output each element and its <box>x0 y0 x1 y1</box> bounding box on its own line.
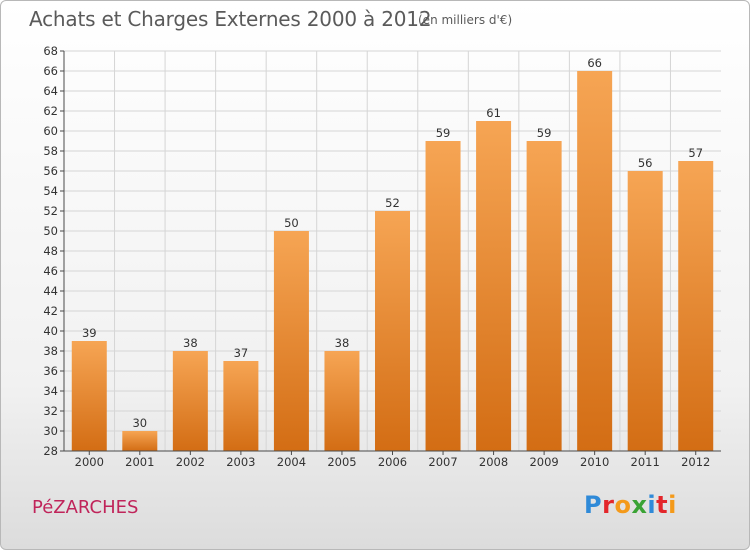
y-tick-label: 50 <box>43 224 58 238</box>
x-tick-label: 2011 <box>631 455 660 469</box>
x-tick-label: 2010 <box>580 455 609 469</box>
bar-value-label: 59 <box>436 126 451 140</box>
bar <box>678 161 714 451</box>
y-tick-label: 48 <box>43 244 58 258</box>
x-tick-label: 2006 <box>378 455 407 469</box>
labels: 28 30 32 34 36 38 40 42 44 46 48 50 52 54 56 58 60 62 64 66… <box>43 44 710 469</box>
y-tick-label: 30 <box>43 424 58 438</box>
logo-letter: i <box>647 491 657 519</box>
logo-letter: o <box>614 491 632 519</box>
logo-letter: r <box>602 491 615 519</box>
bar <box>71 341 107 451</box>
x-tick-label: 2008 <box>479 455 508 469</box>
y-tick-label: 64 <box>43 84 58 98</box>
x-tick-label: 2007 <box>428 455 457 469</box>
x-tick-label: 2003 <box>226 455 255 469</box>
y-tick-label: 38 <box>43 344 58 358</box>
y-tick-label: 52 <box>43 204 58 218</box>
bar-value-label: 59 <box>537 126 552 140</box>
bar <box>627 171 663 451</box>
chart-title: Achats et Charges Externes 2000 à 2012 <box>29 7 432 31</box>
x-tick-label: 2000 <box>75 455 104 469</box>
axes <box>60 50 721 455</box>
logo-letter: P <box>584 491 603 519</box>
logo-letter: x <box>631 491 648 519</box>
y-tick-label: 42 <box>43 304 58 318</box>
y-tick-label: 54 <box>43 184 58 198</box>
y-tick-label: 32 <box>43 404 58 418</box>
y-tick-label: 68 <box>43 44 58 58</box>
bar <box>324 351 360 451</box>
x-tick-label: 2004 <box>277 455 306 469</box>
x-tick-label: 2002 <box>176 455 205 469</box>
bar <box>476 121 512 451</box>
bar <box>172 351 208 451</box>
x-tick-label: 2012 <box>681 455 710 469</box>
y-tick-label: 28 <box>43 444 58 458</box>
bar-value-label: 39 <box>82 326 97 340</box>
x-tick-label: 2001 <box>125 455 154 469</box>
bar-value-label: 30 <box>132 416 147 430</box>
y-tick-label: 36 <box>43 364 58 378</box>
bar <box>223 361 259 451</box>
proxiti-logo: Proxiti <box>584 491 677 519</box>
bar-value-label: 38 <box>335 336 350 350</box>
bar-value-label: 50 <box>284 216 299 230</box>
y-tick-label: 56 <box>43 164 58 178</box>
bar-value-label: 37 <box>234 346 249 360</box>
bar <box>375 211 410 451</box>
bar <box>273 231 309 451</box>
bar-value-label: 57 <box>688 146 703 160</box>
y-tick-label: 44 <box>43 284 58 298</box>
bar-value-label: 61 <box>486 106 501 120</box>
bar <box>577 71 613 451</box>
y-tick-label: 46 <box>43 264 58 278</box>
place-name: PéZARCHES <box>32 497 139 518</box>
bar-value-label: 66 <box>587 56 602 70</box>
y-tick-label: 66 <box>43 64 58 78</box>
bar-value-label: 56 <box>638 156 653 170</box>
y-tick-label: 40 <box>43 324 58 338</box>
chart-subtitle: (en milliers d'€) <box>418 13 513 27</box>
x-tick-label: 2009 <box>529 455 558 469</box>
x-tick-label: 2005 <box>327 455 356 469</box>
logo-letter: t <box>656 491 669 519</box>
bars <box>71 71 714 451</box>
bar-value-label: 52 <box>385 196 400 210</box>
bar <box>122 431 158 451</box>
bar <box>425 141 461 451</box>
bar <box>526 141 562 451</box>
logo-letter: i <box>668 491 677 519</box>
y-tick-label: 62 <box>43 104 58 118</box>
y-tick-label: 34 <box>43 384 58 398</box>
y-tick-label: 60 <box>43 124 58 138</box>
bar-value-label: 38 <box>183 336 198 350</box>
y-tick-label: 58 <box>43 144 58 158</box>
